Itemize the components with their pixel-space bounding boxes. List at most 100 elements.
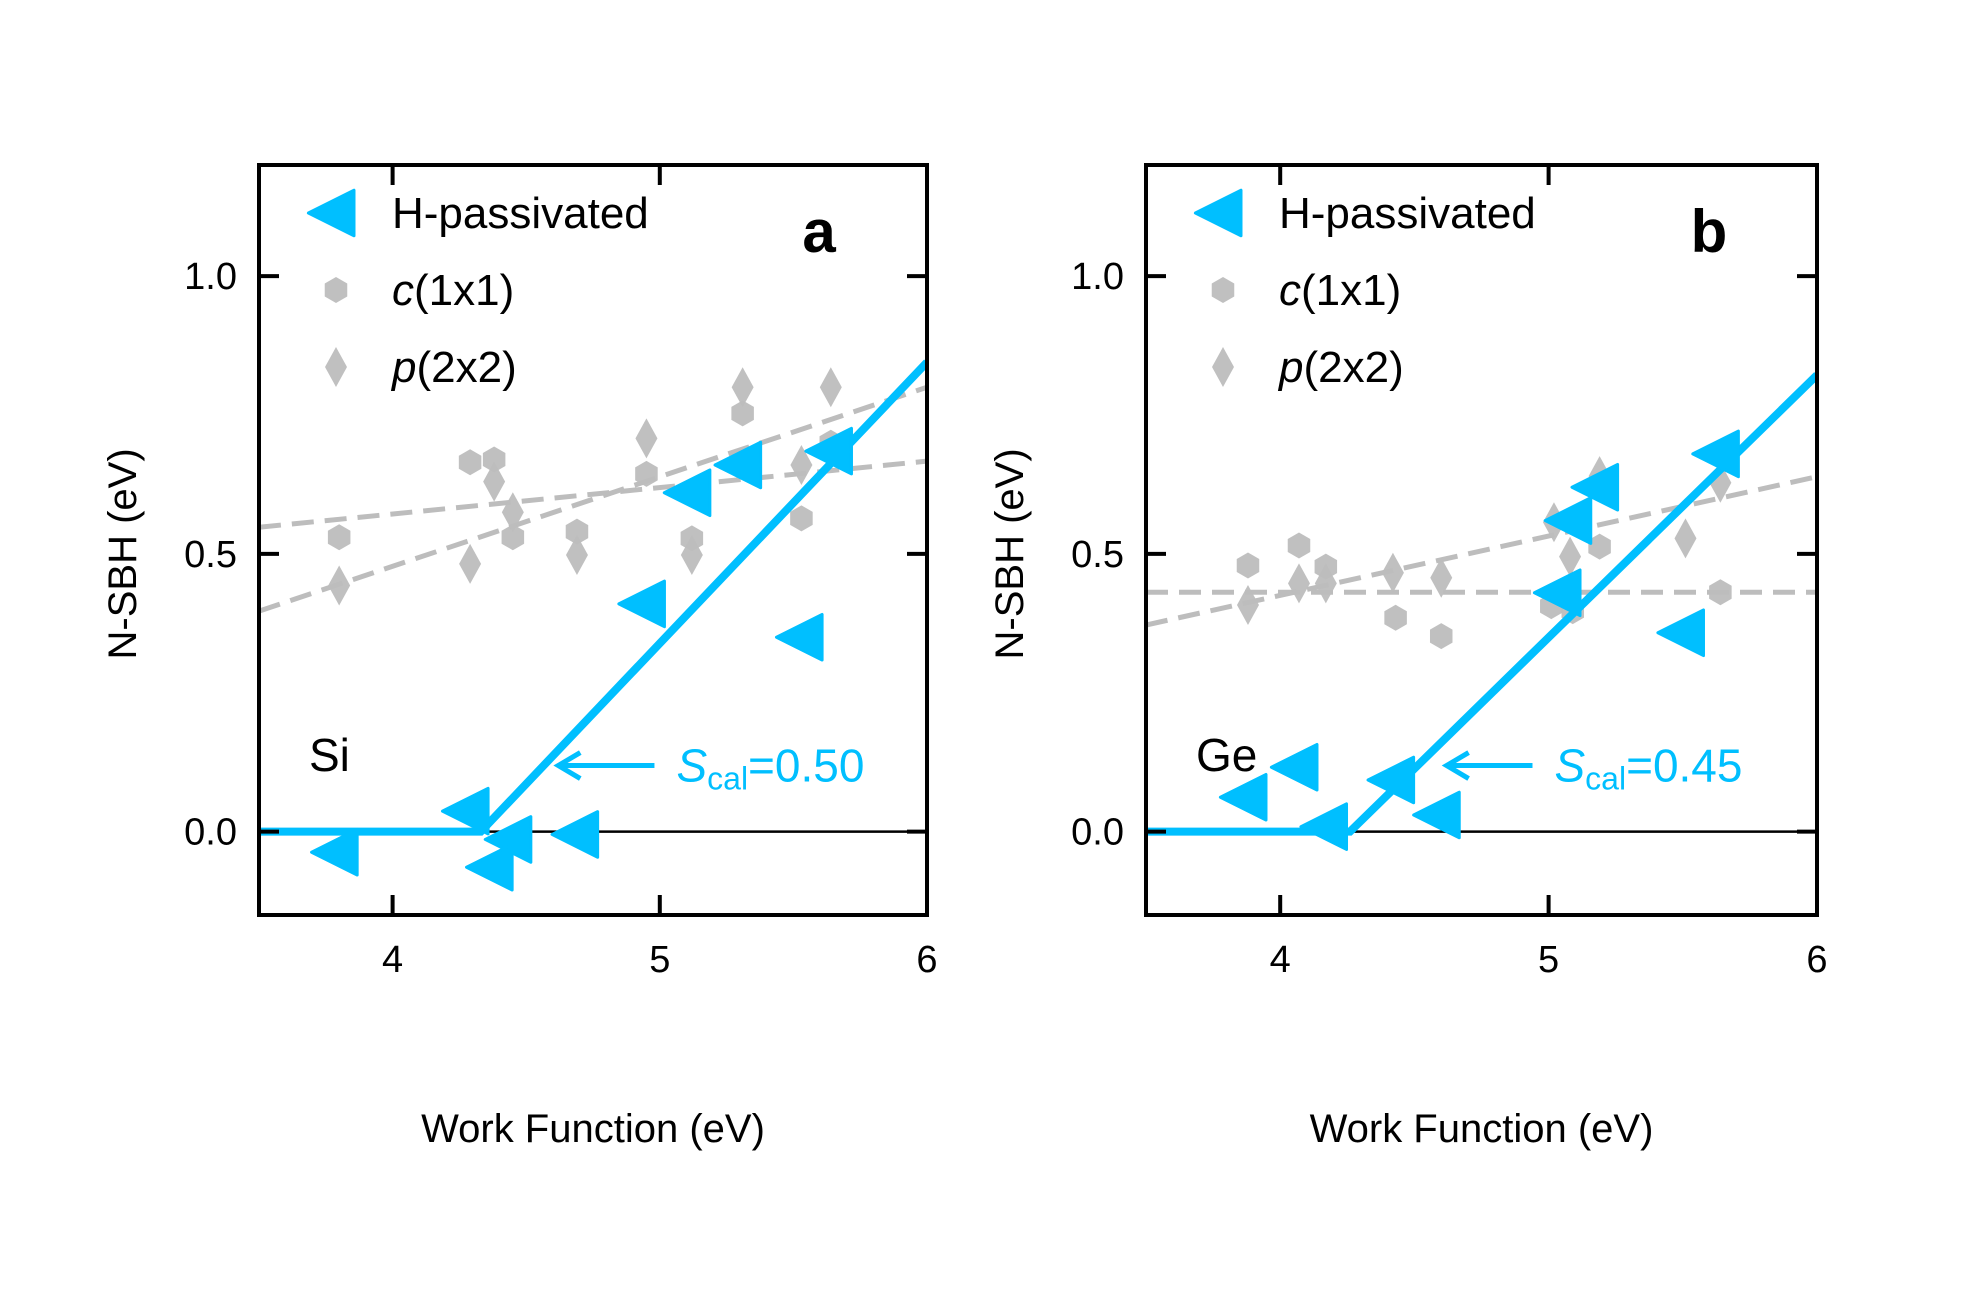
point-c(1x1): [635, 460, 658, 487]
arrow-head-icon: [553, 750, 582, 781]
point-h-passivated: [550, 810, 600, 859]
point-h-passivated: [1691, 429, 1740, 479]
legend-label-rest: (2x2): [416, 343, 516, 392]
point-p(2x2): [1674, 518, 1697, 559]
point-p(2x2): [1430, 557, 1453, 598]
point-c(1x1): [731, 400, 754, 427]
point-h-passivated: [774, 612, 824, 662]
fit-line-h-passivated: [1146, 372, 1817, 836]
fit-line-c(1x1): [259, 458, 927, 530]
y-tick-label: 1.0: [1071, 256, 1124, 298]
series-diamond: [328, 367, 842, 606]
slope-subscript: cal: [707, 761, 748, 797]
legend-label: H-passivated: [1279, 189, 1536, 238]
point-c(1x1): [327, 524, 351, 551]
arrow-head-icon: [1441, 750, 1470, 781]
y-tick-label: 0.5: [184, 534, 237, 576]
point-p(2x2): [790, 445, 813, 485]
legend-label: H-passivated: [392, 189, 649, 238]
plot-area: [1146, 372, 1817, 851]
series-diamond: [1236, 456, 1732, 625]
point-c(1x1): [1588, 533, 1611, 560]
panel-a: 4 5 6 0.0 0.5 1.0 Work Function (eV) N-SBH (eV)…: [101, 163, 938, 1151]
point-p(2x2): [483, 461, 506, 502]
slope-symbol: S: [1554, 740, 1585, 792]
legend-label-rest: (1x1): [1301, 266, 1401, 315]
point-p(2x2): [680, 535, 703, 575]
point-c(1x1): [790, 505, 813, 532]
point-c(1x1): [1384, 604, 1407, 631]
x-tick-label: 6: [916, 939, 937, 981]
point-c(1x1): [565, 518, 589, 545]
point-h-passivated: [1269, 742, 1319, 792]
series-h-passivated: [310, 426, 853, 892]
point-h-passivated: [1218, 772, 1268, 822]
axes-frame: [1144, 163, 1819, 917]
y-tick-label: 1.0: [184, 256, 237, 298]
fit-line-p(2x2): [259, 384, 927, 614]
legend-label: p(2x2): [1277, 343, 1404, 392]
point-h-passivated: [713, 440, 763, 490]
slope-symbol: S: [676, 740, 707, 792]
point-p(2x2): [501, 492, 524, 533]
x-tick-label: 4: [382, 939, 403, 981]
legend-label: c(1x1): [1279, 266, 1401, 315]
fit-line-p(2x2): [1146, 474, 1817, 628]
legend-label: p(2x2): [390, 343, 517, 392]
legend-marker-diamond: [325, 347, 347, 387]
point-h-passivated: [465, 842, 514, 892]
point-p(2x2): [635, 418, 658, 459]
point-h-passivated: [1656, 608, 1705, 658]
y-tick-label: 0.5: [1071, 534, 1124, 576]
point-c(1x1): [1709, 579, 1732, 606]
x-tick-label: 4: [1270, 939, 1291, 981]
point-h-passivated: [662, 468, 712, 518]
panel-label: a: [802, 198, 836, 265]
legend-marker-hexagon: [324, 277, 348, 303]
legend-label-italic: p: [1277, 343, 1303, 392]
point-p(2x2): [731, 367, 754, 408]
legend-marker-triangle-left: [1193, 188, 1243, 238]
legend-marker-hexagon: [1211, 277, 1235, 303]
legend: H-passivated c(1x1) p(2x2): [1193, 188, 1536, 392]
legend-marker-triangle-left: [306, 188, 356, 238]
y-tick-label: 0.0: [1071, 812, 1124, 854]
point-c(1x1): [458, 449, 482, 476]
point-h-passivated: [1543, 496, 1593, 545]
point-h-passivated: [1570, 462, 1620, 512]
point-c(1x1): [1429, 623, 1453, 650]
y-tick-label: 0.0: [184, 812, 237, 854]
point-h-passivated: [617, 579, 666, 629]
point-h-passivated: [1366, 755, 1416, 805]
point-c(1x1): [1287, 532, 1311, 559]
panel-label: b: [1691, 198, 1728, 265]
point-c(1x1): [1236, 552, 1260, 579]
point-p(2x2): [819, 367, 842, 408]
point-p(2x2): [1236, 585, 1259, 625]
y-axis-label: N-SBH (eV): [988, 448, 1032, 659]
material-label: Ge: [1196, 729, 1257, 781]
x-tick-label: 6: [1806, 939, 1827, 981]
legend-label-italic: p: [390, 343, 416, 392]
slope-value: =0.50: [748, 740, 864, 792]
point-h-passivated: [804, 426, 853, 476]
x-axis-label: Work Function (eV): [421, 1107, 765, 1151]
point-p(2x2): [1381, 552, 1404, 593]
point-h-passivated: [1412, 790, 1461, 840]
point-p(2x2): [565, 535, 588, 575]
legend-label-rest: (1x1): [414, 266, 514, 315]
point-c(1x1): [482, 446, 506, 473]
x-tick-label: 5: [1538, 939, 1559, 981]
point-p(2x2): [1559, 536, 1582, 577]
legend-label-italic: c: [392, 266, 414, 315]
point-h-passivated: [440, 786, 490, 836]
point-p(2x2): [1314, 563, 1337, 604]
x-axis-label: Work Function (eV): [1310, 1107, 1654, 1151]
point-h-passivated: [310, 827, 359, 877]
axes-frame: [257, 163, 929, 917]
panel-b: 4 5 6 0.0 0.5 1.0 Work Function (eV) N-SBH (eV)…: [988, 163, 1828, 1151]
point-p(2x2): [1287, 563, 1310, 604]
series-h-passivated: [1218, 429, 1740, 851]
legend-label: c(1x1): [392, 266, 514, 315]
